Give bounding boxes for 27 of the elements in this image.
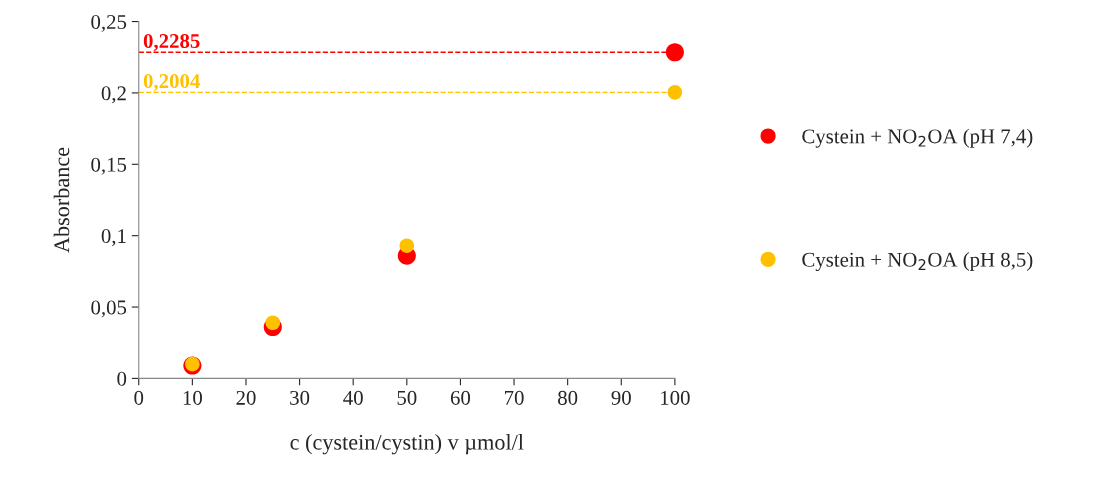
x-tick-label: 80 [558,390,578,405]
x-tick-label: 50 [397,390,417,405]
point [665,43,684,62]
y-tick-label: 0 [117,371,127,386]
x-axis-title: c (cystein/cystin) v µmol/l [290,434,524,455]
ref-line-label: 0,2285 [143,33,200,52]
x-tick-label: 70 [505,390,524,405]
x-tick-label: 20 [236,390,256,405]
x-tick-label: 90 [611,390,631,405]
y-tick-label: 0,05 [91,300,127,318]
y-tick-label: 0,25 [91,14,127,32]
y-tick-label: 0,15 [91,157,127,175]
x-tick-label: 100 [661,390,690,405]
point [265,315,281,331]
y-tick-label: 0,1 [101,229,126,247]
x-tick-label: 10 [183,390,202,405]
point [667,85,683,100]
x-tick-label: 0 [134,390,144,405]
legend-label: Cystein + NO$_{2}$OA (pH 8,5) [802,252,1033,272]
y-axis-title: Absorbance [53,147,70,253]
ref-line-label: 0,2004 [143,74,200,92]
x-tick-label: 30 [290,390,310,405]
point [399,238,415,253]
x-tick-label: 60 [450,390,471,405]
legend-label: Cystein + NO$_{2}$OA (pH 7,4) [802,128,1033,148]
y-tick-label: 0,2 [101,86,126,104]
x-tick-label: 40 [343,390,363,405]
